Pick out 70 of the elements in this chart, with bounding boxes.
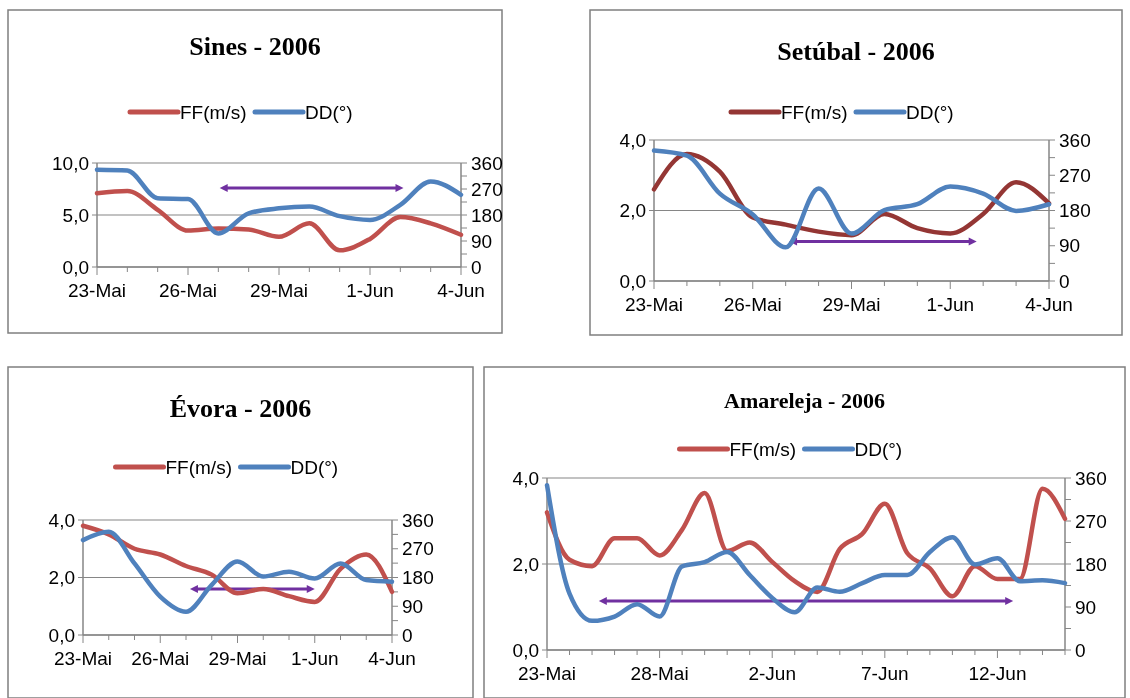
- y-tick-label: 5,0: [62, 204, 89, 226]
- legend-label: DD(°): [290, 456, 339, 478]
- y2-tick-label: 360: [1075, 467, 1107, 489]
- y-tick-label: 0,0: [62, 256, 89, 278]
- x-tick-label: 26-Mai: [131, 648, 190, 669]
- y-tick-label: 0,0: [619, 270, 646, 292]
- x-tick-label: 4-Jun: [368, 648, 416, 669]
- x-tick-label: 23-Mai: [624, 294, 684, 315]
- y-tick-label: 0,0: [48, 624, 75, 646]
- y2-tick-label: 90: [1059, 235, 1081, 257]
- chart-title: Amareleja - 2006: [724, 388, 885, 413]
- x-tick-label: 12-Jun: [968, 663, 1027, 684]
- legend-label: DD(°): [854, 438, 903, 460]
- y-tick-label: 2,0: [512, 553, 539, 575]
- y2-tick-label: 270: [471, 178, 503, 200]
- y2-tick-label: 360: [402, 509, 434, 531]
- y2-tick-label: 270: [1075, 510, 1107, 532]
- y-tick-label: 4,0: [48, 509, 75, 531]
- line-series: [94, 188, 464, 253]
- x-tick-label: 29-Mai: [822, 294, 881, 315]
- y2-tick-label: 180: [471, 204, 503, 226]
- y2-tick-label: 180: [402, 567, 434, 589]
- x-tick-label: 29-Mai: [208, 648, 267, 669]
- x-tick-label: 7-Jun: [861, 663, 909, 684]
- x-tick-label: 4-Jun: [437, 280, 485, 301]
- y-tick-label: 2,0: [48, 567, 75, 589]
- x-tick-label: 1-Jun: [346, 280, 394, 301]
- line-series: [80, 529, 395, 614]
- x-tick-label: 28-Mai: [630, 663, 689, 684]
- x-tick-label: 26-Mai: [158, 280, 218, 301]
- y-tick-label: 4,0: [512, 467, 539, 489]
- legend-label: FF(m/s): [781, 101, 848, 123]
- x-tick-label: 1-Jun: [926, 294, 975, 315]
- y2-tick-label: 90: [402, 595, 424, 617]
- legend-label: DD(°): [906, 101, 954, 123]
- x-tick-label: 23-Mai: [67, 280, 127, 301]
- legend-label: FF(m/s): [729, 438, 796, 460]
- x-tick-label: 23-Mai: [53, 648, 113, 669]
- y-tick-label: 4,0: [619, 129, 646, 151]
- legend-label: FF(m/s): [165, 456, 232, 478]
- chart-title: Sines - 2006: [189, 32, 321, 61]
- y-tick-label: 0,0: [512, 639, 539, 661]
- y2-tick-label: 360: [471, 152, 503, 174]
- line-series: [544, 482, 1068, 624]
- x-tick-label: 26-Mai: [723, 294, 782, 315]
- y2-tick-label: 90: [471, 230, 493, 252]
- x-tick-label: 29-Mai: [249, 280, 309, 301]
- x-tick-label: 4-Jun: [1025, 294, 1073, 315]
- legend-label: FF(m/s): [180, 101, 247, 123]
- chart-title: Évora - 2006: [169, 394, 312, 423]
- x-tick-label: 23-Mai: [517, 663, 577, 684]
- y-tick-label: 2,0: [619, 200, 646, 222]
- y2-tick-label: 180: [1059, 200, 1091, 222]
- line-series: [80, 523, 395, 605]
- y2-tick-label: 0: [1075, 639, 1086, 661]
- y2-tick-label: 270: [402, 538, 434, 560]
- y2-tick-label: 90: [1075, 596, 1097, 618]
- x-tick-label: 2-Jun: [748, 663, 796, 684]
- y2-tick-label: 180: [1075, 553, 1107, 575]
- y2-tick-label: 270: [1059, 164, 1091, 186]
- y-tick-label: 10,0: [52, 152, 89, 174]
- y2-tick-label: 0: [471, 256, 482, 278]
- chart-title: Setúbal - 2006: [777, 37, 935, 66]
- x-tick-label: 1-Jun: [290, 648, 339, 669]
- line-series: [544, 486, 1068, 599]
- y2-tick-label: 0: [1059, 270, 1070, 292]
- y2-tick-label: 0: [402, 624, 413, 646]
- y2-tick-label: 360: [1059, 129, 1091, 151]
- line-series: [94, 167, 464, 236]
- legend-label: DD(°): [305, 101, 353, 123]
